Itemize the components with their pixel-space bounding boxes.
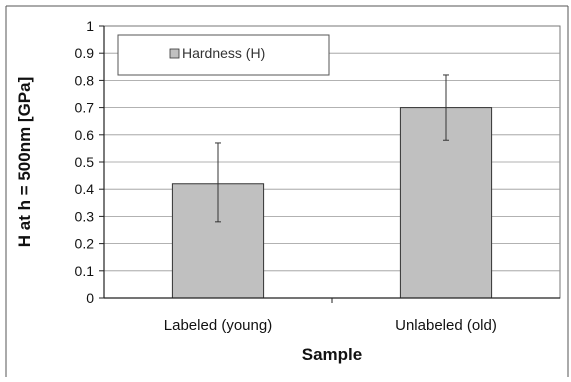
- x-axis-title: Sample: [302, 345, 362, 364]
- y-tick-label: 1: [86, 18, 94, 34]
- y-tick-label: 0.7: [75, 100, 95, 116]
- y-tick-label: 0.1: [75, 263, 95, 279]
- legend: Hardness (H): [117, 34, 330, 76]
- y-tick-label: 0.9: [75, 45, 95, 61]
- legend-label: Hardness (H): [182, 45, 265, 61]
- bars: [171, 74, 493, 299]
- y-tick-label: 0.4: [75, 181, 95, 197]
- y-tick-label: 0.6: [75, 127, 95, 143]
- legend-swatch: [169, 48, 180, 59]
- x-category-label: Labeled (young): [164, 317, 272, 334]
- y-tick-label: 0: [86, 290, 94, 306]
- axes: [99, 25, 560, 303]
- y-tick-label: 0.8: [75, 72, 95, 88]
- y-axis-title: H at h = 500nm [GPa]: [15, 77, 34, 248]
- legend-box: [117, 34, 330, 76]
- y-tick-label: 0.5: [75, 154, 95, 170]
- y-tick-label: 0.2: [75, 236, 95, 252]
- labels: 0 0.1 0.2 0.3 0.4 0.5 0.6 0.7 0.8 0.9 1 Labeled (yo…: [75, 18, 497, 334]
- x-category-label: Unlabeled (old): [395, 317, 497, 334]
- y-tick-label: 0.3: [75, 208, 95, 224]
